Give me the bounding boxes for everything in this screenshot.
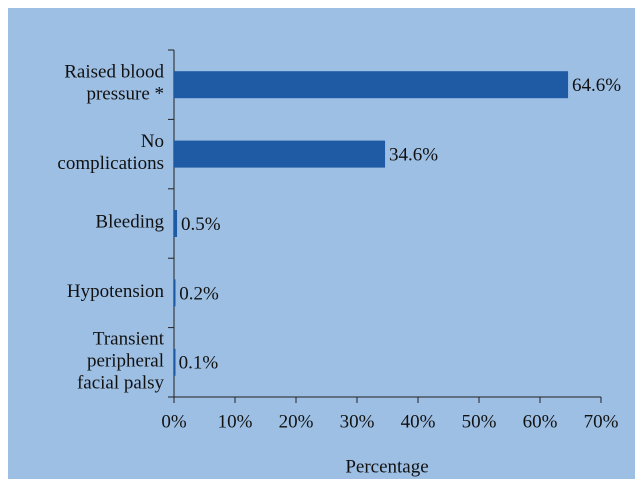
bar: [174, 210, 178, 237]
bar: [174, 71, 569, 99]
value-label: 64.6%: [572, 75, 621, 96]
x-axis-label: Percentage: [345, 456, 428, 477]
bar: [174, 348, 176, 376]
x-tick-label: 60%: [523, 411, 558, 432]
bar: [174, 279, 176, 307]
x-tick-label: 20%: [279, 411, 314, 432]
x-tick-label: 30%: [340, 411, 375, 432]
value-label: 0.5%: [181, 214, 221, 235]
y-tick-label: Bleeding: [95, 212, 164, 233]
y-tick-label: Hypotension: [67, 281, 165, 302]
y-tick-label: Transient peripheral facial palsy: [77, 329, 165, 394]
x-tick-label: 70%: [584, 411, 619, 432]
x-tick-label: 40%: [401, 411, 436, 432]
value-label: 34.6%: [389, 144, 438, 165]
y-tick-label: Raised blood pressure *: [64, 62, 164, 105]
x-tick-label: 0%: [161, 411, 187, 432]
value-label: 0.1%: [179, 353, 219, 374]
x-tick-label: 10%: [218, 411, 253, 432]
value-label: 0.2%: [179, 283, 219, 304]
bar: [174, 140, 386, 168]
y-tick-label: No complications: [57, 131, 164, 174]
x-tick-label: 50%: [462, 411, 497, 432]
